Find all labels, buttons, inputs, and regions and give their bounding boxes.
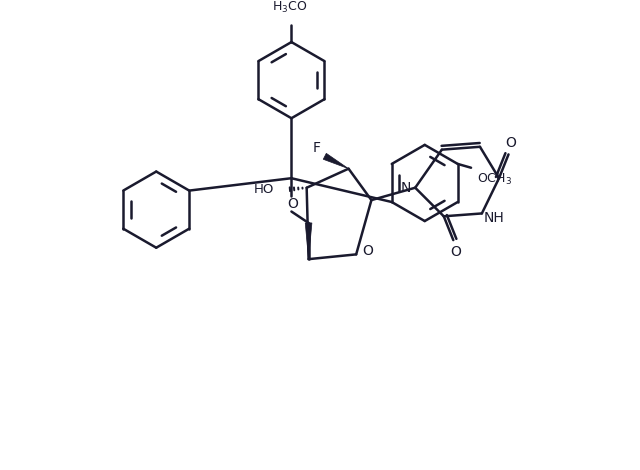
Text: F: F (312, 141, 320, 155)
Text: NH: NH (484, 211, 504, 225)
Text: HO: HO (254, 183, 275, 196)
Text: O: O (287, 197, 298, 211)
Text: O: O (505, 136, 516, 150)
Text: OCH$_3$: OCH$_3$ (477, 172, 512, 187)
Text: H$_3$CO: H$_3$CO (272, 0, 307, 16)
Text: N: N (401, 181, 412, 195)
Polygon shape (323, 153, 349, 169)
Polygon shape (305, 223, 312, 259)
Text: O: O (362, 243, 372, 258)
Text: O: O (450, 244, 461, 258)
